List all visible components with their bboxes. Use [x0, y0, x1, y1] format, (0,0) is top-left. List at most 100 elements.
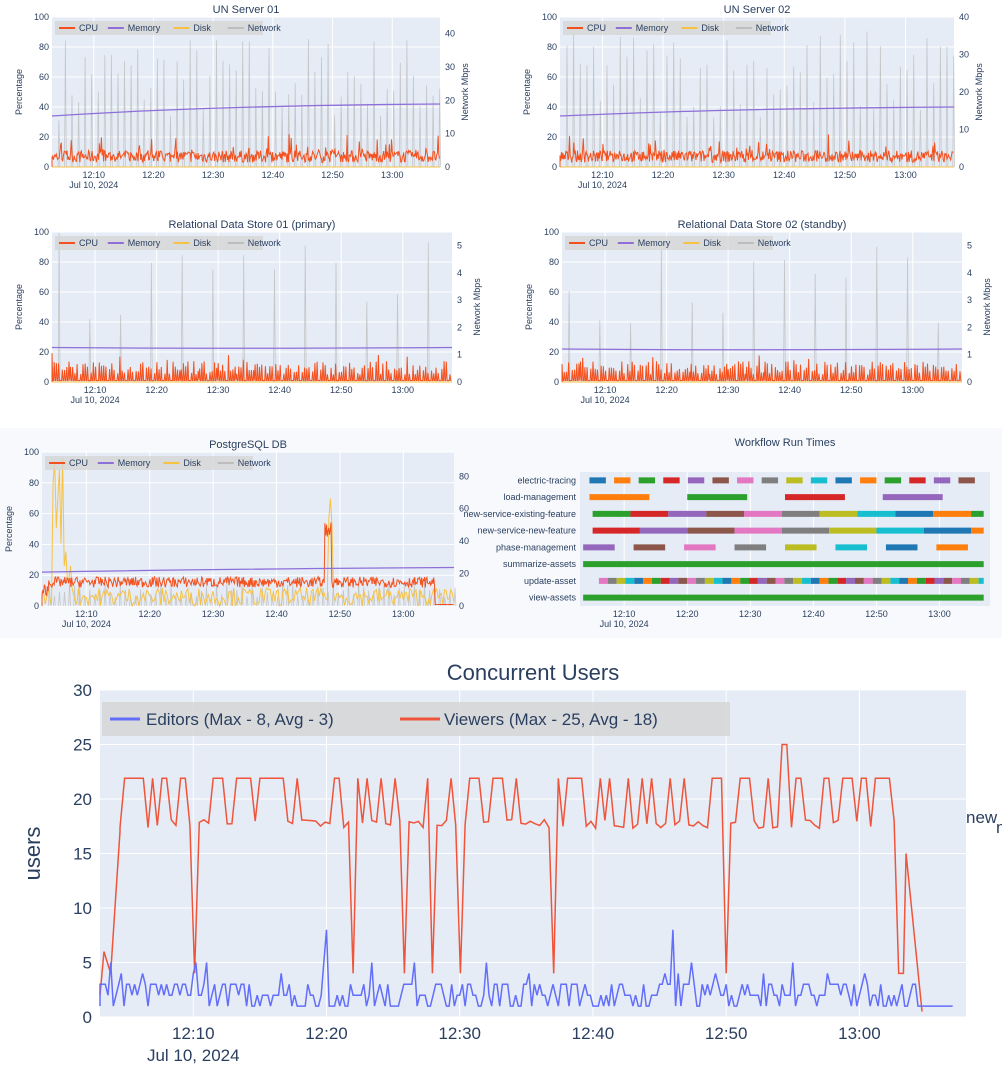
wf-bar: [775, 577, 785, 584]
y2-tick-label: 1: [967, 350, 972, 360]
x-tick-label: 12:10: [594, 385, 617, 395]
y2-tick-label: 80: [459, 471, 469, 481]
y-tick-label: 20: [39, 132, 49, 142]
x-date-label: Jul 10, 2024: [69, 180, 118, 190]
wf-bar: [835, 477, 852, 484]
wf-bar: [687, 577, 697, 584]
y-tick-label: 80: [549, 257, 559, 267]
x-tick-label: 13:00: [928, 609, 951, 619]
series-memory: [51, 103, 441, 117]
wf-bar: [793, 577, 803, 584]
y-tick-label: 0: [552, 162, 557, 172]
wf-bar: [583, 594, 984, 601]
cu-plot: 0 5 10 15 20 25 30 12:10 12:20 12:30 12:40 12:50 13:…: [20, 660, 966, 1065]
chart-title: Workflow Run Times: [735, 437, 836, 449]
y-tick-label: 20: [73, 790, 92, 809]
legend-label-memory: Memory: [128, 238, 161, 248]
wf-bar: [583, 561, 984, 568]
wf-bar: [687, 494, 748, 501]
series-memory: [559, 106, 955, 117]
wf-bar: [589, 494, 650, 501]
series-memory: [51, 346, 453, 349]
y2-tick-label: 20: [459, 569, 469, 579]
wf-bar: [651, 577, 661, 584]
legend: CPU Memory Disk Network: [565, 236, 791, 250]
y-tick-label: 0: [44, 162, 49, 172]
legend-label-viewers: Viewers (Max - 25, Avg - 18): [444, 710, 658, 729]
series-cpu: [41, 522, 454, 606]
legend-label-cpu: CPU: [69, 458, 88, 468]
legend: CPU Memory Disk Network: [45, 456, 271, 470]
chart-title: Relational Data Store 01 (primary): [169, 219, 336, 231]
legend-label-network: Network: [758, 238, 792, 248]
y2-tick-label: 0: [959, 162, 964, 172]
wf-bar: [684, 544, 716, 551]
x-tick-label: 12:50: [321, 170, 344, 180]
wf-bar: [785, 494, 845, 501]
wf-bar: [781, 510, 820, 517]
x-tick-label: 12:30: [207, 385, 230, 395]
y-axis-label: Percentage: [524, 284, 534, 330]
wf-bar: [607, 577, 617, 584]
wf-bar: [916, 577, 926, 584]
wf-bar: [740, 577, 750, 584]
y-tick-label: 100: [34, 227, 49, 237]
y2-tick-label: 30: [445, 62, 455, 72]
y-tick-label: 15: [73, 845, 92, 864]
rds01-plot: 0 20 40 60 80 100 0 1 2 3 4 5 12:10 12:20 12:30 12:40 12…: [14, 219, 482, 405]
legend: Editors (Max - 8, Avg - 3) Viewers (Max -…: [102, 702, 730, 736]
wf-bar: [971, 510, 984, 517]
x-tick-label: 12:10: [75, 609, 98, 619]
chart-rds-01: 0 20 40 60 80 100 0 1 2 3 4 5 12:10 12:20 12:30 12:40 12…: [0, 214, 490, 410]
x-tick-label: 12:20: [652, 170, 675, 180]
y-tick-label: 0: [83, 1008, 92, 1027]
wf-bar: [810, 477, 828, 484]
y2-tick-label: 20: [445, 95, 455, 105]
wf-bar: [592, 510, 631, 517]
y-tick-label: 20: [39, 347, 49, 357]
wf-category-label: view-assets: [529, 593, 577, 603]
x-date-label: Jul 10, 2024: [581, 395, 630, 405]
wf-bar: [819, 510, 858, 517]
wf-bar: [960, 577, 970, 584]
wf-category-label: new-service-new-feature: [477, 526, 576, 536]
wf-bar: [882, 494, 943, 501]
x-tick-label: 12:50: [834, 170, 857, 180]
wf-bar: [734, 544, 767, 551]
legend-label-network: Network: [238, 458, 272, 468]
x-tick-label: 12:40: [262, 170, 285, 180]
y-tick-label: 30: [73, 681, 92, 700]
x-tick-label: 12:40: [778, 385, 801, 395]
wf-bar: [909, 477, 926, 484]
wf-bar: [786, 477, 803, 484]
y-tick-label: 10: [73, 899, 92, 918]
legend-label-memory: Memory: [636, 23, 669, 33]
wf-category-label: phase-management: [496, 542, 577, 552]
y-tick-label: 100: [544, 227, 559, 237]
y2-tick-label: 2: [457, 322, 462, 332]
wf-bar: [639, 527, 688, 534]
wf-bar: [668, 510, 707, 517]
legend-label-cpu: CPU: [79, 238, 98, 248]
wf-bar: [958, 477, 975, 484]
x-date-label: Jul 10, 2024: [147, 1046, 240, 1065]
chart-title: UN Server 01: [213, 4, 280, 16]
wf-bar: [766, 577, 776, 584]
x-tick-label: 13:00: [381, 170, 404, 180]
legend-label-cpu: CPU: [589, 238, 608, 248]
chart-postgres: 0 20 40 60 80 100 0 20 40 60 80 12:10 12:20 12:30 12:4…: [0, 428, 484, 638]
legend-label-memory: Memory: [118, 458, 151, 468]
wf-bar: [933, 477, 951, 484]
wf-bar: [625, 577, 635, 584]
y-tick-label: 60: [39, 287, 49, 297]
y-tick-label: 20: [549, 347, 559, 357]
x-tick-label: 12:10: [172, 1024, 215, 1043]
wf-bar: [860, 477, 877, 484]
y2-tick-label: 5: [457, 241, 462, 251]
x-tick-label: 12:20: [305, 1024, 348, 1043]
y2-tick-label: 0: [445, 162, 450, 172]
x-tick-label: 12:30: [717, 385, 740, 395]
y-tick-label: 80: [39, 257, 49, 267]
wf-bar: [598, 577, 608, 584]
wf-bar: [638, 477, 656, 484]
